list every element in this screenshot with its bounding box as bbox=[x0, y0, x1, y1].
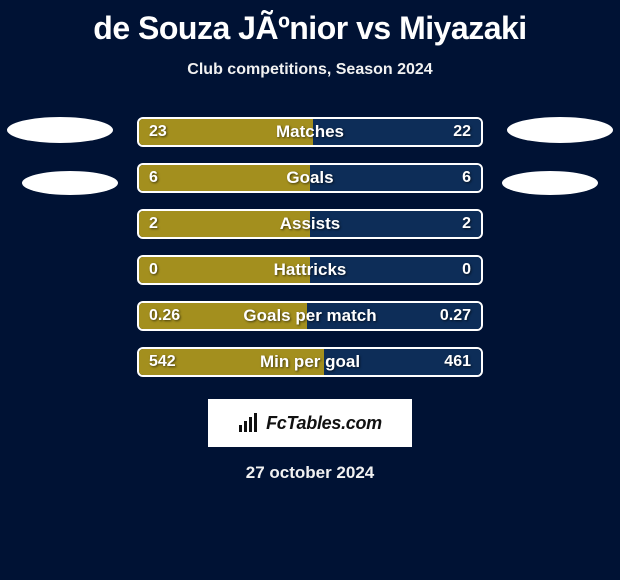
stat-fill-right bbox=[310, 257, 481, 283]
stat-fill-right bbox=[313, 119, 481, 145]
stat-row: 2322Matches bbox=[137, 117, 483, 147]
player-right-shape-1 bbox=[507, 117, 613, 143]
stat-row: 00Hattricks bbox=[137, 255, 483, 285]
stat-fill-left bbox=[139, 303, 307, 329]
brand-text: FcTables.com bbox=[266, 413, 382, 434]
stat-fill-right bbox=[310, 165, 481, 191]
player-left-shape-2 bbox=[22, 171, 118, 195]
stat-fill-left bbox=[139, 119, 313, 145]
stat-fill-left bbox=[139, 349, 324, 375]
brand-box: FcTables.com bbox=[208, 399, 412, 447]
date-label: 27 october 2024 bbox=[0, 463, 620, 483]
stat-fill-left bbox=[139, 257, 310, 283]
brand-chart-icon bbox=[238, 413, 260, 433]
stat-fill-right bbox=[324, 349, 481, 375]
stat-row: 66Goals bbox=[137, 163, 483, 193]
stat-fill-left bbox=[139, 211, 310, 237]
comparison-arena: 2322Matches 66Goals 22Assists 00Hattricks 0.… bbox=[0, 117, 620, 377]
player-left-shape-1 bbox=[7, 117, 113, 143]
stat-row: 0.260.27Goals per match bbox=[137, 301, 483, 331]
stat-fill-left bbox=[139, 165, 310, 191]
stat-row: 22Assists bbox=[137, 209, 483, 239]
stat-fill-right bbox=[310, 211, 481, 237]
page-title: de Souza JÃºnior vs Miyazaki bbox=[0, 0, 620, 47]
stat-bars: 2322Matches 66Goals 22Assists 00Hattricks 0.… bbox=[137, 117, 483, 377]
player-right-shape-2 bbox=[502, 171, 598, 195]
subtitle: Club competitions, Season 2024 bbox=[0, 61, 620, 79]
stat-row: 542461Min per goal bbox=[137, 347, 483, 377]
stat-fill-right bbox=[307, 303, 481, 329]
